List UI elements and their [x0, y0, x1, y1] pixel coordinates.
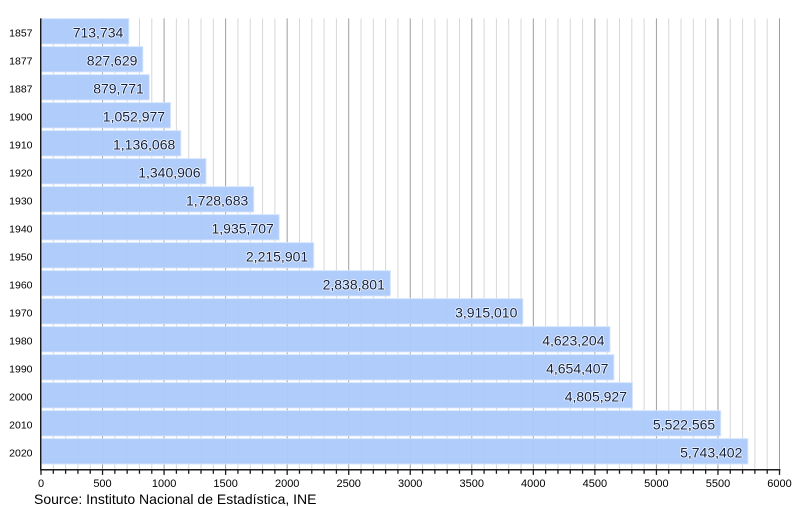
svg-text:4500: 4500	[583, 478, 607, 490]
svg-text:879,771: 879,771	[93, 81, 144, 97]
svg-text:1970: 1970	[9, 308, 33, 320]
svg-text:2010: 2010	[9, 420, 33, 432]
svg-text:5500: 5500	[706, 478, 730, 490]
svg-text:6000: 6000	[767, 478, 791, 490]
svg-text:1930: 1930	[9, 196, 33, 208]
svg-text:1,136,068: 1,136,068	[113, 137, 175, 153]
svg-text:1887: 1887	[9, 84, 33, 96]
svg-text:1980: 1980	[9, 336, 33, 348]
svg-text:1950: 1950	[9, 252, 33, 264]
svg-text:3000: 3000	[398, 478, 422, 490]
svg-text:1500: 1500	[213, 478, 237, 490]
svg-text:1,935,707: 1,935,707	[212, 221, 274, 237]
svg-text:713,734: 713,734	[73, 25, 124, 41]
svg-text:500: 500	[93, 478, 111, 490]
svg-text:1940: 1940	[9, 224, 33, 236]
svg-text:1960: 1960	[9, 280, 33, 292]
svg-text:0: 0	[38, 478, 44, 490]
svg-text:1920: 1920	[9, 168, 33, 180]
svg-text:1910: 1910	[9, 140, 33, 152]
svg-text:1,052,977: 1,052,977	[103, 109, 165, 125]
svg-text:3500: 3500	[460, 478, 484, 490]
svg-text:2,215,901: 2,215,901	[246, 249, 308, 265]
svg-text:2000: 2000	[9, 392, 33, 404]
svg-text:2,838,801: 2,838,801	[323, 277, 385, 293]
svg-text:1990: 1990	[9, 364, 33, 376]
svg-text:1877: 1877	[9, 56, 33, 68]
svg-text:1,340,906: 1,340,906	[138, 165, 200, 181]
svg-text:4,654,407: 4,654,407	[546, 361, 608, 377]
svg-text:2500: 2500	[336, 478, 360, 490]
svg-text:Source: Instituto Nacional de: Source: Instituto Nacional de Estadístic…	[34, 491, 316, 507]
svg-text:1000: 1000	[152, 478, 176, 490]
svg-text:827,629: 827,629	[87, 53, 138, 69]
svg-text:1857: 1857	[9, 28, 33, 40]
svg-text:2000: 2000	[275, 478, 299, 490]
svg-text:4000: 4000	[521, 478, 545, 490]
svg-text:4,805,927: 4,805,927	[565, 389, 627, 405]
svg-text:5000: 5000	[644, 478, 668, 490]
svg-text:2020: 2020	[9, 448, 33, 460]
svg-text:1,728,683: 1,728,683	[186, 193, 248, 209]
svg-text:3,915,010: 3,915,010	[455, 305, 517, 321]
svg-text:5,743,402: 5,743,402	[680, 445, 742, 461]
svg-text:5,522,565: 5,522,565	[653, 417, 715, 433]
svg-text:4,623,204: 4,623,204	[542, 333, 604, 349]
svg-text:1900: 1900	[9, 112, 33, 124]
